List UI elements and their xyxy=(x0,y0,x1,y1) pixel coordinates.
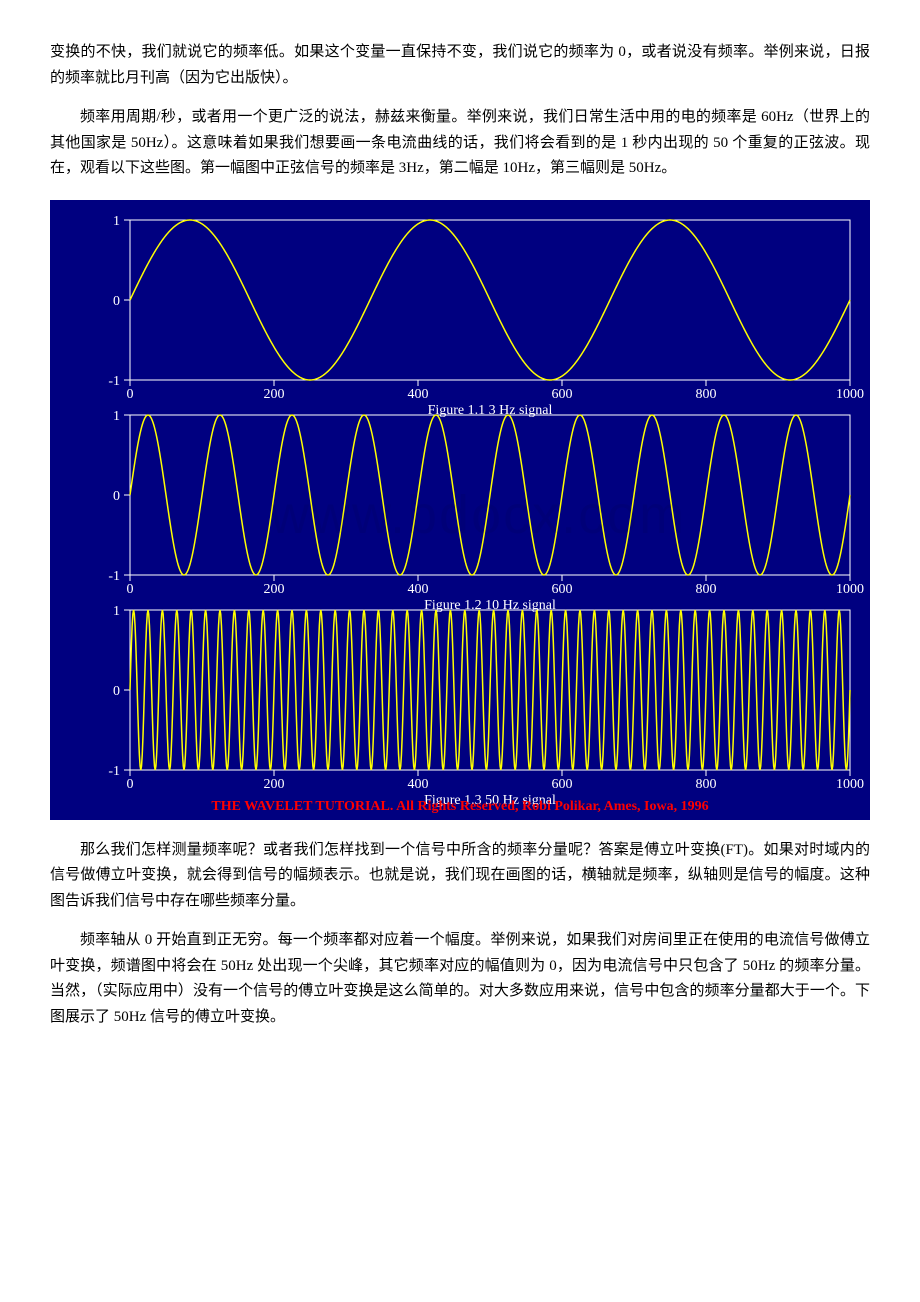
body-paragraph-4: 频率轴从 0 开始直到正无穷。每一个频率都对应着一个幅度。举例来说，如果我们对房… xyxy=(50,928,870,1030)
svg-text:200: 200 xyxy=(264,777,285,792)
svg-text:Figure 1.1 3 Hz signal: Figure 1.1 3 Hz signal xyxy=(428,403,553,418)
svg-text:-1: -1 xyxy=(108,764,120,779)
svg-text:0: 0 xyxy=(127,777,134,792)
svg-text:800: 800 xyxy=(696,387,717,402)
svg-text:0: 0 xyxy=(113,489,120,504)
svg-text:1: 1 xyxy=(113,604,120,619)
svg-text:1000: 1000 xyxy=(836,387,864,402)
svg-text:0: 0 xyxy=(113,684,120,699)
svg-text:400: 400 xyxy=(408,582,429,597)
svg-text:-1: -1 xyxy=(108,374,120,389)
svg-text:400: 400 xyxy=(408,777,429,792)
svg-text:400: 400 xyxy=(408,387,429,402)
body-paragraph-2: 频率用周期/秒，或者用一个更广泛的说法，赫兹来衡量。举例来说，我们日常生活中用的… xyxy=(50,105,870,182)
svg-text:0: 0 xyxy=(127,387,134,402)
svg-text:200: 200 xyxy=(264,387,285,402)
svg-text:1000: 1000 xyxy=(836,777,864,792)
svg-text:1: 1 xyxy=(113,409,120,424)
body-paragraph-1: 变换的不快，我们就说它的频率低。如果这个变量一直保持不变，我们说它的频率为 0，… xyxy=(50,40,870,91)
svg-text:THE WAVELET TUTORIAL. All Righ: THE WAVELET TUTORIAL. All Rights Reserve… xyxy=(211,799,708,814)
svg-text:0: 0 xyxy=(127,582,134,597)
svg-text:1000: 1000 xyxy=(836,582,864,597)
svg-text:-1: -1 xyxy=(108,569,120,584)
body-paragraph-3: 那么我们怎样测量频率呢？或者我们怎样找到一个信号中所含的频率分量呢？答案是傅立叶… xyxy=(50,838,870,915)
svg-text:600: 600 xyxy=(552,777,573,792)
svg-text:800: 800 xyxy=(696,777,717,792)
svg-text:800: 800 xyxy=(696,582,717,597)
svg-text:200: 200 xyxy=(264,582,285,597)
svg-text:1: 1 xyxy=(113,214,120,229)
svg-text:0: 0 xyxy=(113,294,120,309)
svg-text:600: 600 xyxy=(552,387,573,402)
svg-text:600: 600 xyxy=(552,582,573,597)
signal-figure: www.bdocx.com 02004006008001000-101Figur… xyxy=(50,200,870,820)
signal-svg: 02004006008001000-101Figure 1.1 3 Hz sig… xyxy=(50,200,870,820)
